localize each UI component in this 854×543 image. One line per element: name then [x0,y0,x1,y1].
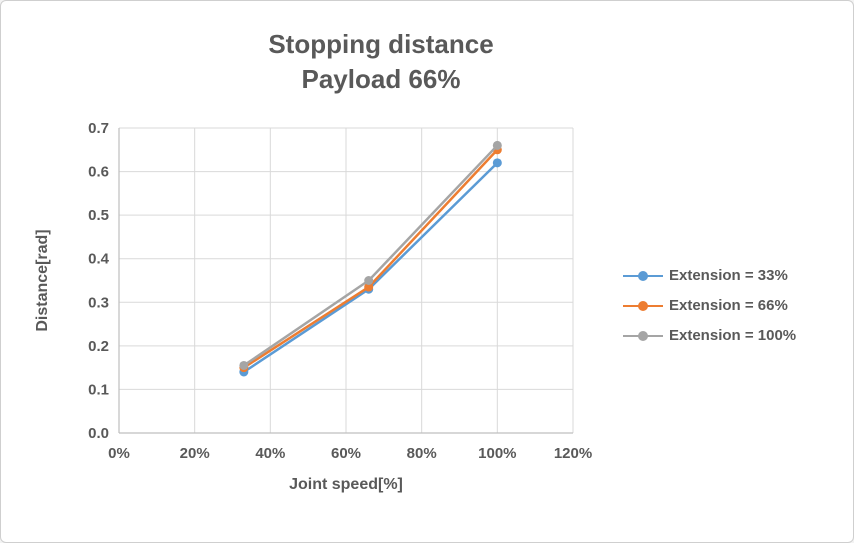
y-tick-label: 0.2 [88,338,109,355]
x-tick-label: 0% [108,445,130,462]
legend-dot-icon [638,330,648,341]
x-tick-label: 60% [331,445,361,462]
chart-title: Stopping distance Payload 66% [1,27,761,97]
legend-dot-icon [638,300,648,311]
legend-dot-icon [638,270,648,281]
y-tick-label: 0.1 [88,381,109,398]
legend: Extension = 33% Extension = 66% Extensio… [623,267,796,344]
data-point-marker [364,276,374,285]
legend-label: Extension = 100% [669,327,797,344]
data-point-marker [364,282,374,292]
y-tick-label: 0.7 [88,120,109,137]
x-tick-label: 40% [255,445,285,462]
data-point-marker [492,158,502,168]
legend-item-extension-100: Extension = 100% [623,327,796,344]
y-tick-label: 0.6 [88,164,109,181]
x-tick-label: 100% [478,445,516,462]
y-tick-label: 0.5 [88,207,109,224]
x-axis-title: Joint speed[%] [289,476,403,493]
y-axis-title: Distance[rad] [34,229,51,331]
y-tick-label: 0.0 [88,425,109,442]
y-tick-label: 0.4 [88,251,110,268]
legend-marker-line-dot-icon [623,300,663,311]
data-point-marker [492,140,502,150]
plot-area: 0% 20% 40% 60% 80% 100% 120% 0.0 0.1 0.2 0.3 0.4 0.5… [34,120,592,493]
x-tick-label: 20% [180,445,210,462]
legend-item-extension-33: Extension = 33% [623,267,796,284]
legend-label: Extension = 66% [669,297,788,314]
legend-label: Extension = 33% [669,267,788,284]
series-line [242,144,499,367]
y-tick-label: 0.3 [88,294,109,311]
legend-item-extension-66: Extension = 66% [623,297,796,314]
x-tick-label: 80% [407,445,437,462]
x-tick-label: 120% [554,445,592,462]
legend-marker-line-dot-icon [623,270,663,281]
chart-title-line2: Payload 66% [301,64,461,94]
chart-title-line1: Stopping distance [268,29,494,59]
legend-marker-line-dot-icon [623,330,663,341]
data-point-marker [239,360,249,370]
